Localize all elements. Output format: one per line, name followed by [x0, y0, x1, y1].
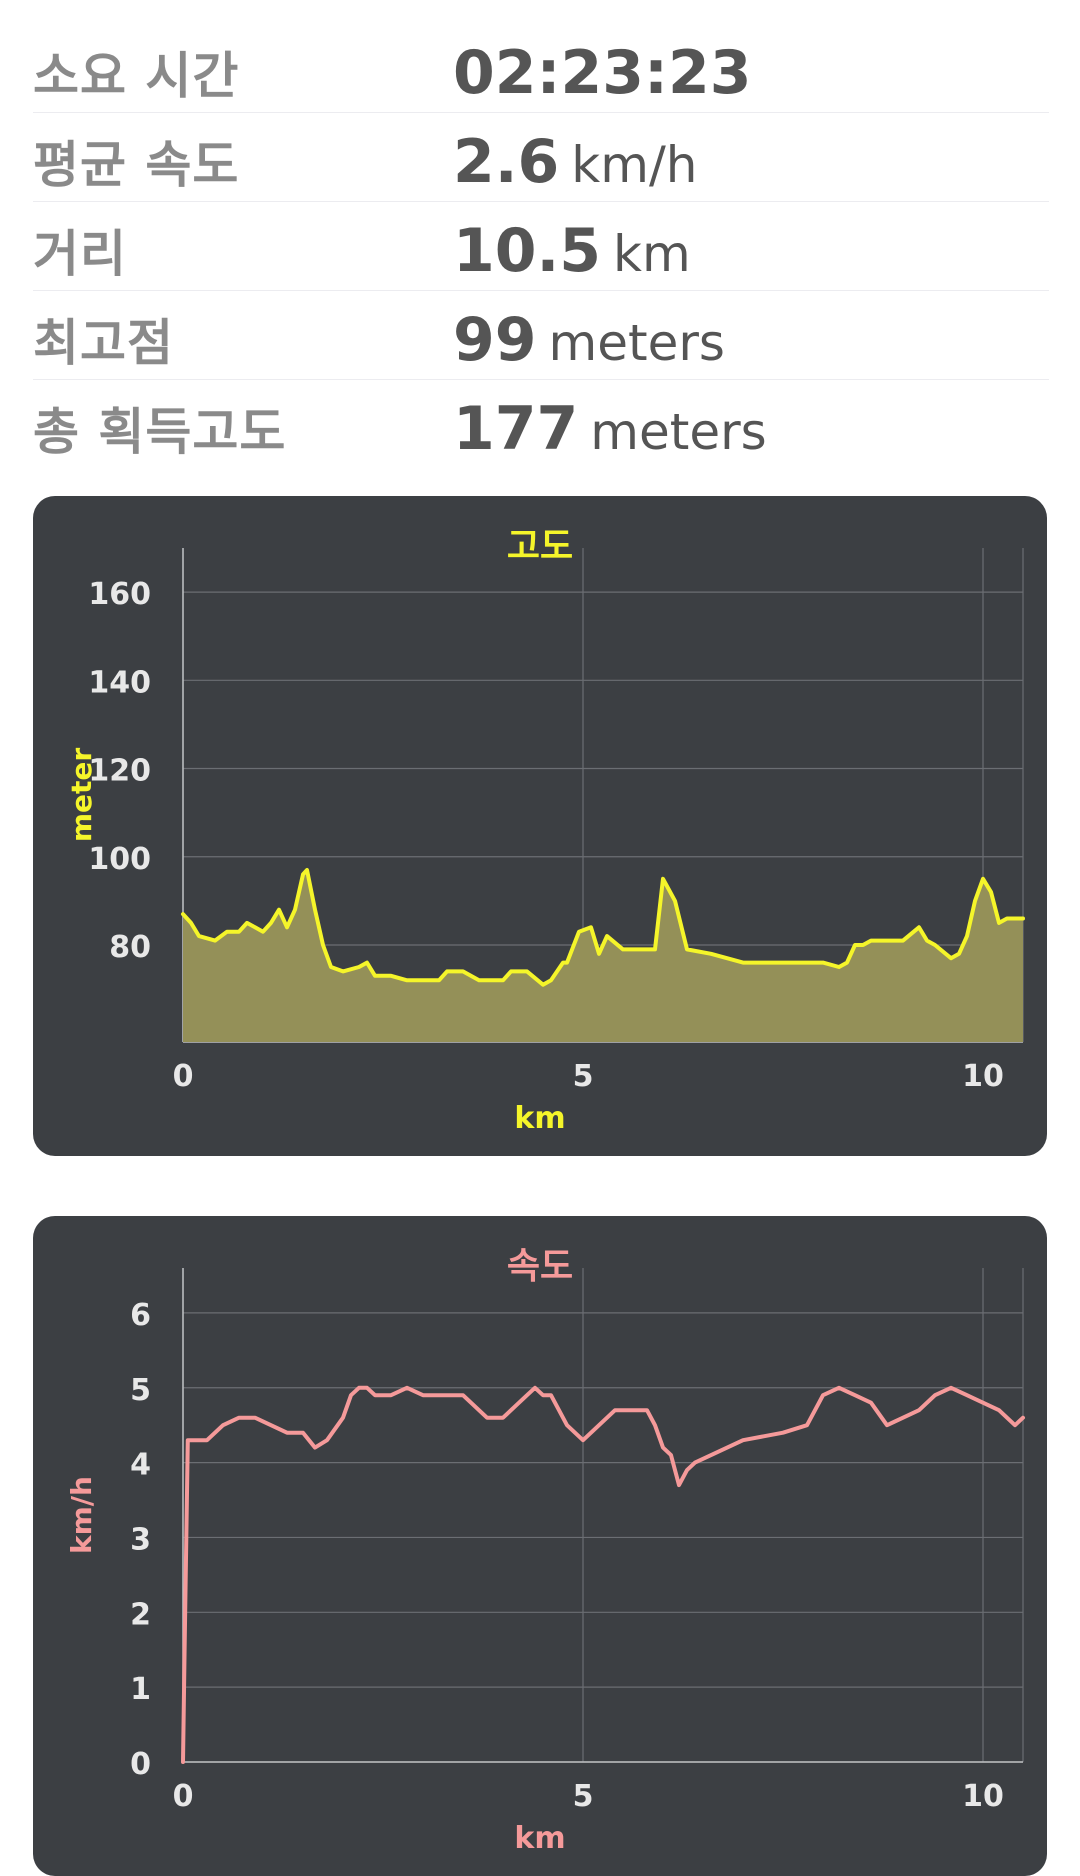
stat-number-elevation-gain: 177: [453, 394, 579, 464]
stat-value-duration: 02:23:23: [453, 38, 751, 108]
elevation-area: [183, 870, 1023, 1042]
speed-ytick-label: 6: [130, 1298, 151, 1333]
stat-label-max-elevation: 최고점: [33, 314, 174, 372]
speed-xtick-label: 0: [173, 1779, 194, 1814]
elevation-xtick-label: 5: [573, 1059, 594, 1094]
speed-ytick-label: 3: [130, 1522, 151, 1557]
speed-xtick-label: 10: [962, 1779, 1004, 1814]
stat-label-duration: 소요 시간: [33, 47, 240, 105]
speed-ylabel: km/h: [65, 1476, 98, 1554]
stat-row-distance: 거리 10.5 km: [33, 202, 1049, 291]
elevation-chart-panel: 80 100 120 140 160 0 5 10 고도 km meter: [33, 496, 1047, 1156]
speed-ytick-label: 4: [130, 1448, 151, 1483]
stat-unit-elevation-gain: meters: [590, 403, 767, 461]
stat-row-duration: 소요 시간 02:23:23: [33, 24, 1049, 113]
stat-row-elevation-gain: 총 획득고도 177 meters: [33, 380, 1049, 468]
stat-value-avg-speed: 2.6 km/h: [453, 127, 698, 197]
elevation-chart: 80 100 120 140 160 0 5 10 고도 km meter: [65, 526, 1025, 1136]
elevation-ytick-label: 80: [109, 930, 151, 965]
elevation-xlabel: km: [514, 1101, 565, 1136]
speed-ytick-label: 1: [130, 1672, 151, 1707]
stat-unit-avg-speed: km/h: [571, 136, 698, 194]
stat-number-avg-speed: 2.6: [453, 127, 560, 197]
elevation-title: 고도: [507, 526, 573, 567]
stat-label-elevation-gain: 총 획득고도: [33, 403, 287, 461]
elevation-ytick-label: 140: [88, 665, 151, 700]
elevation-xtick-label: 0: [173, 1059, 194, 1094]
stat-unit-max-elevation: meters: [548, 314, 725, 372]
speed-ytick-label: 5: [130, 1373, 151, 1408]
speed-ytick-label: 2: [130, 1597, 151, 1632]
stat-unit-distance: km: [613, 225, 691, 283]
stat-value-max-elevation: 99 meters: [453, 305, 725, 375]
speed-chart-panel: 0 1 2 3 4 5 6 0 5 10 속도 km km/h: [33, 1216, 1047, 1876]
elevation-xtick-label: 10: [962, 1059, 1004, 1094]
stat-row-max-elevation: 최고점 99 meters: [33, 291, 1049, 380]
elevation-ytick-label: 160: [88, 577, 151, 612]
stat-label-avg-speed: 평균 속도: [33, 136, 240, 194]
stat-value-distance: 10.5 km: [453, 216, 691, 286]
stat-number-distance: 10.5: [453, 216, 602, 286]
speed-xtick-label: 5: [573, 1779, 594, 1814]
stat-number-max-elevation: 99: [453, 305, 537, 375]
stat-row-avg-speed: 평균 속도 2.6 km/h: [33, 113, 1049, 202]
elevation-ytick-label: 100: [88, 842, 151, 877]
stats-table: 소요 시간 02:23:23 평균 속도 2.6 km/h 거리 10.5 km 최…: [33, 24, 1049, 468]
speed-ytick-label: 0: [130, 1747, 151, 1782]
stat-number-duration: 02:23:23: [453, 38, 752, 108]
speed-line: [181, 1385, 1025, 1764]
elevation-ylabel: meter: [65, 748, 98, 843]
elevation-ytick-label: 120: [88, 754, 151, 789]
speed-xlabel: km: [514, 1821, 565, 1856]
elevation-line: [181, 868, 1025, 987]
speed-title: 속도: [507, 1246, 573, 1287]
stat-value-elevation-gain: 177 meters: [453, 394, 767, 464]
stat-label-distance: 거리: [33, 225, 127, 283]
speed-chart: 0 1 2 3 4 5 6 0 5 10 속도 km km/h: [65, 1246, 1025, 1856]
